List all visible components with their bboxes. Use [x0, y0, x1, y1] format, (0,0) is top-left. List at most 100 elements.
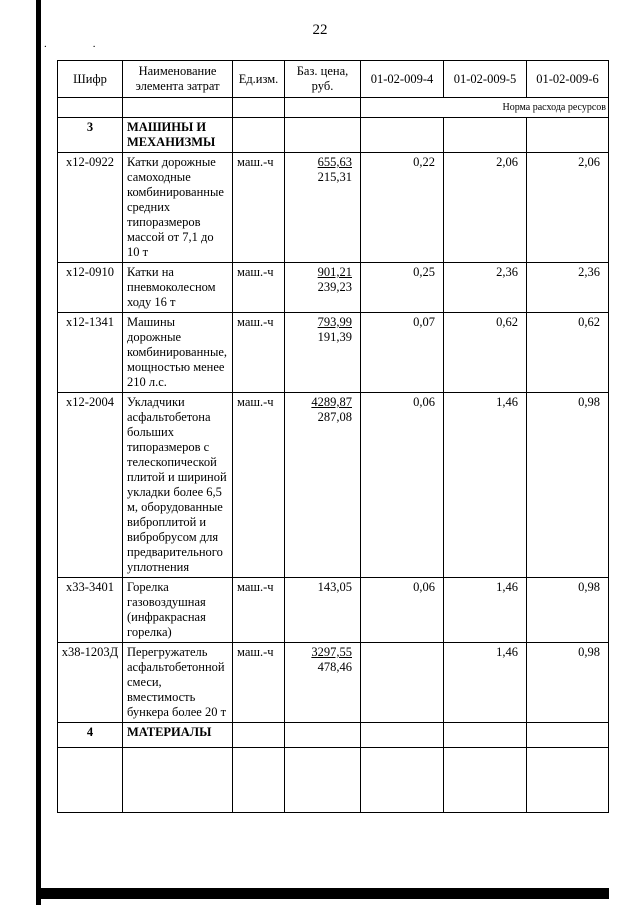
cell-norm-2	[443, 117, 527, 153]
cell-norm-2: 1,46	[443, 642, 527, 723]
table-row: х12-2004 Укладчики асфальтобетона больши…	[57, 392, 609, 578]
cell-norm-1	[360, 747, 444, 813]
cell-norm-1: 0,06	[360, 577, 444, 643]
cell-base-price: 901,21 239,23	[284, 262, 361, 313]
scan-artifact-left-bar	[36, 0, 41, 905]
cell-name: Катки на пневмоколесном ходу 16 т	[122, 262, 233, 313]
table-row: х12-0922 Катки дорожные самоходные комби…	[57, 152, 609, 263]
cell-norm-1: 0,22	[360, 152, 444, 263]
cell-norm-2: 0,62	[443, 312, 527, 393]
col-header-code: Шифр	[57, 60, 123, 98]
cell-unit: маш.-ч	[232, 262, 285, 313]
cell-base-price: 3297,55 478,46	[284, 642, 361, 723]
cell-norm-3: 2,06	[526, 152, 609, 263]
header-row: Шифр Наименование элемента затрат Ед.изм…	[57, 60, 609, 98]
cell-norm-2: 2,36	[443, 262, 527, 313]
base-price-value: 143,05	[317, 580, 352, 594]
cell-code: х12-2004	[57, 392, 123, 578]
table-row: 3 МАШИНЫ И МЕХАНИЗМЫ	[57, 117, 609, 153]
subheader-empty-cell	[284, 97, 361, 118]
resource-norm-table: Шифр Наименование элемента затрат Ед.изм…	[57, 60, 609, 813]
cell-name	[122, 747, 233, 813]
cell-norm-1	[360, 642, 444, 723]
base-price-value: 3297,55	[311, 645, 352, 659]
subheader-empty-cell	[122, 97, 233, 118]
table-body: 3 МАШИНЫ И МЕХАНИЗМЫ х12-0922 Катки доро…	[57, 117, 609, 813]
cell-norm-2	[443, 747, 527, 813]
cell-norm-3	[526, 722, 609, 748]
cell-name: Машины дорожные комбинированные, мощност…	[122, 312, 233, 393]
table-row: х12-1341 Машины дорожные комбинированные…	[57, 312, 609, 393]
cell-norm-1	[360, 722, 444, 748]
cell-name: Горелка газовоздушная (инфракрасная горе…	[122, 577, 233, 643]
cell-code: х33-3401	[57, 577, 123, 643]
cell-base-price: 793,99 191,39	[284, 312, 361, 393]
col-header-name: Наименование элемента затрат	[122, 60, 233, 98]
col-header-price: Баз. цена, руб.	[284, 60, 361, 98]
base-price-value: 655,63	[317, 155, 352, 169]
table-row: 4 МАТЕРИАЛЫ	[57, 722, 609, 748]
base-price-value: 4289,87	[311, 395, 352, 409]
scan-artifact-bottom-bar	[36, 888, 609, 899]
cell-norm-2: 1,46	[443, 577, 527, 643]
cell-norm-3: 0,62	[526, 312, 609, 393]
cell-unit: маш.-ч	[232, 577, 285, 643]
table-row: х33-3401 Горелка газовоздушная (инфракра…	[57, 577, 609, 643]
cell-code: х12-1341	[57, 312, 123, 393]
base-price-value: 793,99	[317, 315, 352, 329]
page-number: 22	[312, 22, 328, 38]
cell-unit: маш.-ч	[232, 642, 285, 723]
base-price-secondary-value: 191,39	[317, 330, 352, 344]
cell-code: х12-0910	[57, 262, 123, 313]
cell-base-price: 655,63 215,31	[284, 152, 361, 263]
cell-code	[57, 747, 123, 813]
subheader-empty-cell	[57, 97, 123, 118]
cell-norm-3: 0,98	[526, 392, 609, 578]
cell-norm-3	[526, 747, 609, 813]
cell-name: МАТЕРИАЛЫ	[122, 722, 233, 748]
base-price-secondary-value: 215,31	[317, 170, 352, 184]
cell-name: Укладчики асфальтобетона больших типораз…	[122, 392, 233, 578]
cell-unit	[232, 117, 285, 153]
cell-base-price	[284, 117, 361, 153]
cell-base-price: 4289,87 287,08	[284, 392, 361, 578]
cell-unit: маш.-ч	[232, 152, 285, 263]
cell-norm-3: 0,98	[526, 642, 609, 723]
cell-code: 4	[57, 722, 123, 748]
cell-norm-2	[443, 722, 527, 748]
base-price-secondary-value: 287,08	[317, 410, 352, 424]
cell-norm-2: 2,06	[443, 152, 527, 263]
cell-code: х12-0922	[57, 152, 123, 263]
subheader-label: Норма расхода ресурсов	[360, 97, 609, 118]
scan-artifact-dots: ..	[44, 38, 142, 50]
cell-unit	[232, 747, 285, 813]
col-header-norm-1: 01-02-009-4	[360, 60, 444, 98]
cell-norm-1: 0,25	[360, 262, 444, 313]
subheader-row: Норма расхода ресурсов	[57, 97, 609, 118]
cell-norm-3: 2,36	[526, 262, 609, 313]
base-price-value: 901,21	[317, 265, 352, 279]
cell-norm-1: 0,06	[360, 392, 444, 578]
cell-code: х38-1203Д	[57, 642, 123, 723]
cell-norm-2: 1,46	[443, 392, 527, 578]
base-price-secondary-value: 239,23	[317, 280, 352, 294]
cell-base-price	[284, 747, 361, 813]
cell-name: Катки дорожные самоходные комбинированны…	[122, 152, 233, 263]
table-row: х12-0910 Катки на пневмоколесном ходу 16…	[57, 262, 609, 313]
col-header-norm-3: 01-02-009-6	[526, 60, 609, 98]
cell-base-price: 143,05	[284, 577, 361, 643]
cell-unit: маш.-ч	[232, 392, 285, 578]
base-price-secondary-value: 478,46	[317, 660, 352, 674]
cell-norm-3: 0,98	[526, 577, 609, 643]
col-header-unit: Ед.изм.	[232, 60, 285, 98]
cell-unit: маш.-ч	[232, 312, 285, 393]
table-row: х38-1203Д Перегружатель асфальтобетонной…	[57, 642, 609, 723]
cell-unit	[232, 722, 285, 748]
cell-name: МАШИНЫ И МЕХАНИЗМЫ	[122, 117, 233, 153]
subheader-empty-cell	[232, 97, 285, 118]
cell-norm-1	[360, 117, 444, 153]
col-header-norm-2: 01-02-009-5	[443, 60, 527, 98]
cell-norm-3	[526, 117, 609, 153]
cell-base-price	[284, 722, 361, 748]
cell-code: 3	[57, 117, 123, 153]
